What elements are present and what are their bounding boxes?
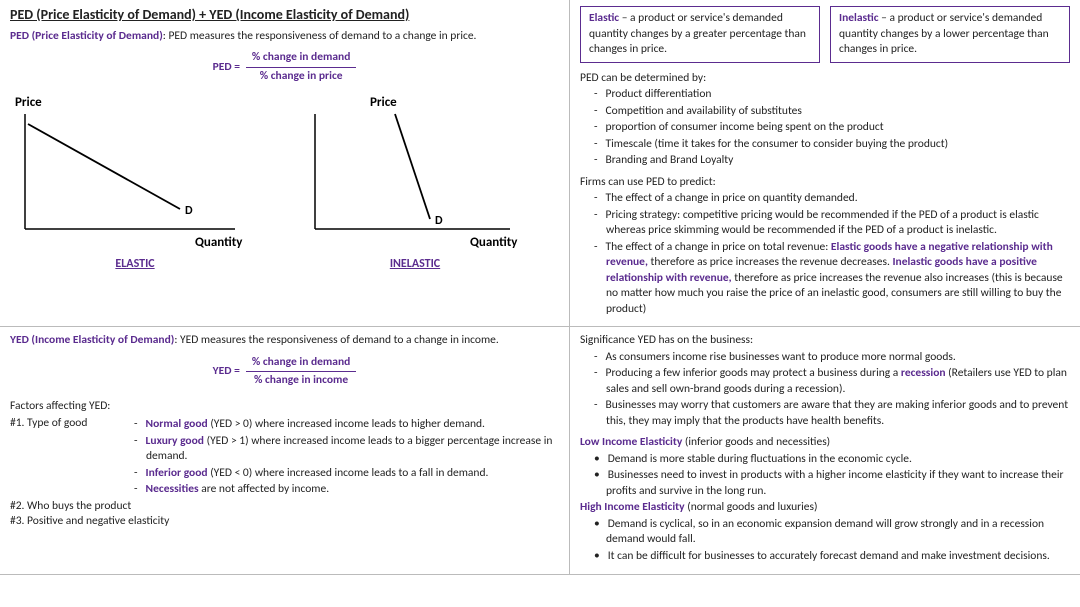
svg-text:Price: Price (370, 95, 397, 110)
yed-desc: YED (Income Elasticity of Demand): YED m… (10, 333, 559, 349)
ped-section: PED (Price Elasticity of Demand) + YED (… (0, 0, 570, 327)
yed-heading: YED (Income Elasticity of Demand) (10, 333, 174, 347)
list-item: Product differentiation (594, 87, 1070, 103)
yed-section: YED (Income Elasticity of Demand): YED m… (0, 327, 570, 574)
list-item: Luxury good (YED > 1) where increased in… (134, 434, 559, 465)
elastic-caption: ELASTIC (115, 256, 154, 272)
list-item: Inferior good (YED < 0) where increased … (134, 466, 559, 482)
page-title: PED (Price Elasticity of Demand) + YED (… (10, 6, 559, 25)
list-item: The effect of a change in price on total… (594, 240, 1070, 318)
ped-determined-heading: PED can be determined by: (580, 71, 1070, 87)
list-item: Branding and Brand Loyalty (594, 153, 1070, 169)
list-item: Demand is more stable during fluctuation… (594, 452, 1070, 468)
svg-text:D: D (185, 204, 193, 218)
yed-formula: YED = % change in demand % change in inc… (10, 355, 559, 389)
ped-formula: PED = % change in demand % change in pri… (10, 50, 559, 84)
list-item: Demand is cyclical, so in an economic ex… (594, 517, 1070, 548)
ped-heading: PED (Price Elasticity of Demand) (10, 29, 163, 43)
svg-text:D: D (435, 214, 443, 228)
list-item: Necessities are not affected by income. (134, 482, 559, 498)
ped-details: Elastic – a product or service's demande… (570, 0, 1080, 327)
list-item: As consumers income rise businesses want… (594, 350, 1070, 366)
list-item: Normal good (YED > 0) where increased in… (134, 417, 559, 433)
factor-1: #1. Type of good Normal good (YED > 0) w… (10, 416, 559, 499)
yed-sig-heading: Significance YED has on the business: (580, 333, 1070, 349)
list-item: The effect of a change in price on quant… (594, 191, 1070, 207)
list-item: Pricing strategy: competitive pricing wo… (594, 208, 1070, 239)
list-item: Competition and availability of substitu… (594, 104, 1070, 120)
list-item: Producing a few inferior goods may prote… (594, 366, 1070, 397)
inelastic-def: Inelastic – a product or service's deman… (830, 6, 1070, 63)
factors-heading: Factors affecting YED: (10, 399, 559, 415)
list-item: Businesses need to invest in products wi… (594, 468, 1070, 499)
svg-text:Quantity: Quantity (195, 235, 243, 250)
factor-2: #2. Who buys the product (10, 499, 559, 515)
svg-text:Quantity: Quantity (470, 235, 518, 250)
list-item: Businesses may worry that customers are … (594, 398, 1070, 429)
ped-determined-list: Product differentiation Competition and … (580, 87, 1070, 169)
list-item: It can be difficult for businesses to ac… (594, 549, 1070, 565)
ped-predict-list: The effect of a change in price on quant… (580, 191, 1070, 317)
inelastic-chart: Price D Quantity INELASTIC (300, 94, 530, 272)
high-elasticity: High Income Elasticity (normal goods and… (580, 500, 1070, 516)
ped-predict-heading: Firms can use PED to predict: (580, 175, 1070, 191)
low-list: Demand is more stable during fluctuation… (580, 452, 1070, 500)
high-list: Demand is cyclical, so in an economic ex… (580, 517, 1070, 565)
yed-sig-list: As consumers income rise businesses want… (580, 350, 1070, 430)
list-item: Timescale (time it takes for the consume… (594, 137, 1070, 153)
yed-details: Significance YED has on the business: As… (570, 327, 1080, 574)
elastic-chart: Price D Quantity ELASTIC (10, 94, 260, 272)
page: PED (Price Elasticity of Demand) + YED (… (0, 0, 1080, 575)
low-elasticity: Low Income Elasticity (inferior goods an… (580, 435, 1070, 451)
inelastic-caption: INELASTIC (390, 256, 440, 272)
ped-desc: PED (Price Elasticity of Demand): PED me… (10, 29, 559, 45)
elastic-def: Elastic – a product or service's demande… (580, 6, 820, 63)
svg-text:Price: Price (15, 95, 42, 110)
factor-3: #3. Positive and negative elasticity (10, 514, 559, 530)
list-item: proportion of consumer income being spen… (594, 120, 1070, 136)
charts-row: Price D Quantity ELASTIC Price D Quantit… (10, 94, 559, 272)
